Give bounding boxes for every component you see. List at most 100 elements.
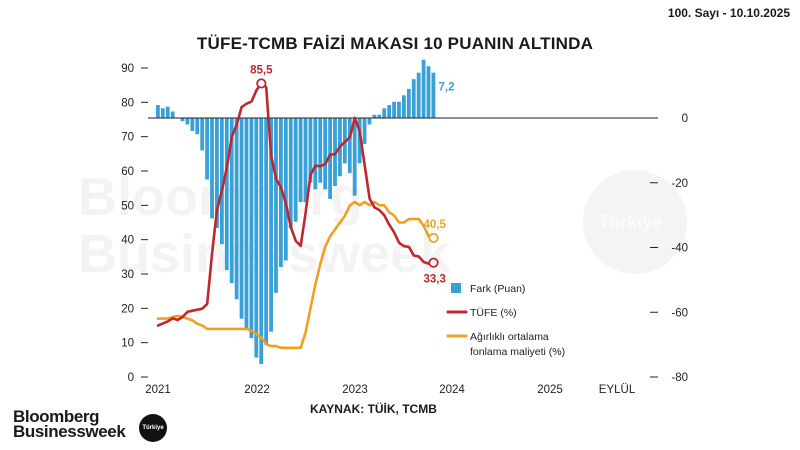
x-axis-tick-label: EYLÜL <box>599 384 636 396</box>
annotation-label: 40,5 <box>424 219 447 231</box>
annotation-label: 85,5 <box>250 64 273 76</box>
bar-series <box>156 59 436 365</box>
fark-bar <box>185 118 190 125</box>
fark-bar <box>303 118 308 203</box>
fark-bar <box>313 118 318 190</box>
left-axis-tick-label: 60 <box>121 166 134 178</box>
fark-bar <box>170 111 175 118</box>
fark-bar <box>372 114 377 118</box>
issue-label: 100. Sayı - 10.10.2025 <box>667 6 790 20</box>
fark-bar <box>156 105 160 118</box>
right-axis-tick-label: -60 <box>671 307 688 319</box>
left-axis-tick-label: 40 <box>121 235 134 247</box>
watermark-badge <box>583 170 687 274</box>
fark-bar <box>274 118 278 293</box>
fark-bar <box>165 106 170 118</box>
x-axis-tick-label: 2024 <box>439 384 465 396</box>
fark-bar <box>229 118 234 284</box>
fark-bar <box>219 118 224 245</box>
fark-bar <box>180 118 185 122</box>
left-axis-tick-label: 80 <box>121 97 134 109</box>
annotation-marker <box>428 257 439 268</box>
fark-bar <box>367 118 372 125</box>
fark-bar <box>160 108 165 118</box>
fark-bar <box>377 114 382 118</box>
fark-bar <box>259 118 264 365</box>
fark-bar <box>254 118 259 358</box>
left-axis-tick-label: 20 <box>121 303 134 315</box>
right-axis-tick-label: -40 <box>671 243 688 255</box>
left-axis-tick-label: 50 <box>121 200 134 212</box>
right-axis-tick-label: -80 <box>671 372 688 384</box>
fark-bar <box>362 118 367 144</box>
fark-bar <box>402 95 406 118</box>
fark-bar <box>323 118 328 190</box>
x-axis-tick-label: 2022 <box>244 384 270 396</box>
source-note: KAYNAK: TÜİK, TCMB <box>310 402 437 416</box>
tufe-line <box>156 82 435 327</box>
legend: Fark (Puan) TÜFE (%) Ağırlıklı ortalama fon… <box>446 283 565 358</box>
left-axis-tick-label: 90 <box>121 63 134 75</box>
funding-cost-line <box>156 200 435 350</box>
fark-bar <box>357 118 362 164</box>
fark-bar <box>269 118 273 332</box>
fark-bar <box>215 118 219 229</box>
x-axis-tick-label: 2021 <box>145 384 171 396</box>
fark-bar <box>279 118 283 267</box>
annotation-marker <box>256 78 267 89</box>
x-axis-tick-label: 2025 <box>537 384 563 396</box>
fark-bar <box>195 118 200 135</box>
fark-bar <box>200 118 205 151</box>
watermark-badge-text: Türkiye <box>598 212 662 232</box>
fark-bar <box>416 72 421 118</box>
annotation-label: 33,3 <box>424 274 446 286</box>
legend-label-funding-2: fonlama maliyeti (%) <box>470 346 565 358</box>
fark-bar <box>411 79 416 118</box>
axes: 0 10 20 30 40 50 60 70 80 90 0 -20 -40 -60 -80 2021 2022… <box>121 63 688 396</box>
fark-bar <box>431 72 436 118</box>
legend-swatch-fark <box>451 283 461 293</box>
fark-bar <box>387 105 392 118</box>
fark-bar <box>264 118 269 345</box>
fark-bar <box>234 118 239 300</box>
legend-label-tufe: TÜFE (%) <box>470 307 517 319</box>
fark-bar <box>283 118 288 261</box>
legend-label-fark: Fark (Puan) <box>470 283 525 295</box>
annotation-label: 7,2 <box>439 82 455 94</box>
legend-label-funding-1: Ağırlıklı ortalama <box>470 331 549 343</box>
fark-bar <box>210 118 214 219</box>
fark-bar <box>249 118 254 339</box>
fark-bar <box>224 118 229 271</box>
fark-bar <box>328 118 332 199</box>
fark-bar <box>308 118 313 183</box>
left-axis-tick-label: 70 <box>121 132 134 144</box>
chart-title: TÜFE-TCMB FAİZİ MAKASI 10 PUANIN ALTINDA <box>196 34 594 53</box>
fark-bar <box>190 118 195 131</box>
x-axis-tick-label: 2023 <box>342 384 368 396</box>
brand-logo: Bloomberg Businessweek <box>13 408 126 441</box>
fark-bar <box>318 118 323 183</box>
annotation-marker <box>428 232 439 244</box>
brand-badge: Türkiye <box>139 414 167 442</box>
right-axis-tick-label: 0 <box>682 113 688 125</box>
logo-line-2: Businessweek <box>13 422 126 441</box>
fark-bar <box>288 118 293 229</box>
fark-bar <box>406 88 411 118</box>
fark-bar <box>205 118 209 180</box>
fark-bar <box>382 108 387 118</box>
left-axis-tick-label: 10 <box>121 338 134 350</box>
fark-bar <box>347 118 352 174</box>
left-axis-tick-label: 30 <box>121 269 134 281</box>
right-axis-tick-label: -20 <box>671 178 688 190</box>
fark-bar <box>239 118 244 319</box>
fark-bar <box>244 118 249 329</box>
left-axis-tick-label: 0 <box>128 372 134 384</box>
fark-bar <box>352 118 357 196</box>
fark-bar <box>426 66 431 118</box>
fark-bar <box>397 101 401 118</box>
fark-bar <box>298 118 303 203</box>
fark-bar <box>421 59 426 118</box>
fark-bar <box>293 118 298 222</box>
fark-bar <box>392 101 396 118</box>
